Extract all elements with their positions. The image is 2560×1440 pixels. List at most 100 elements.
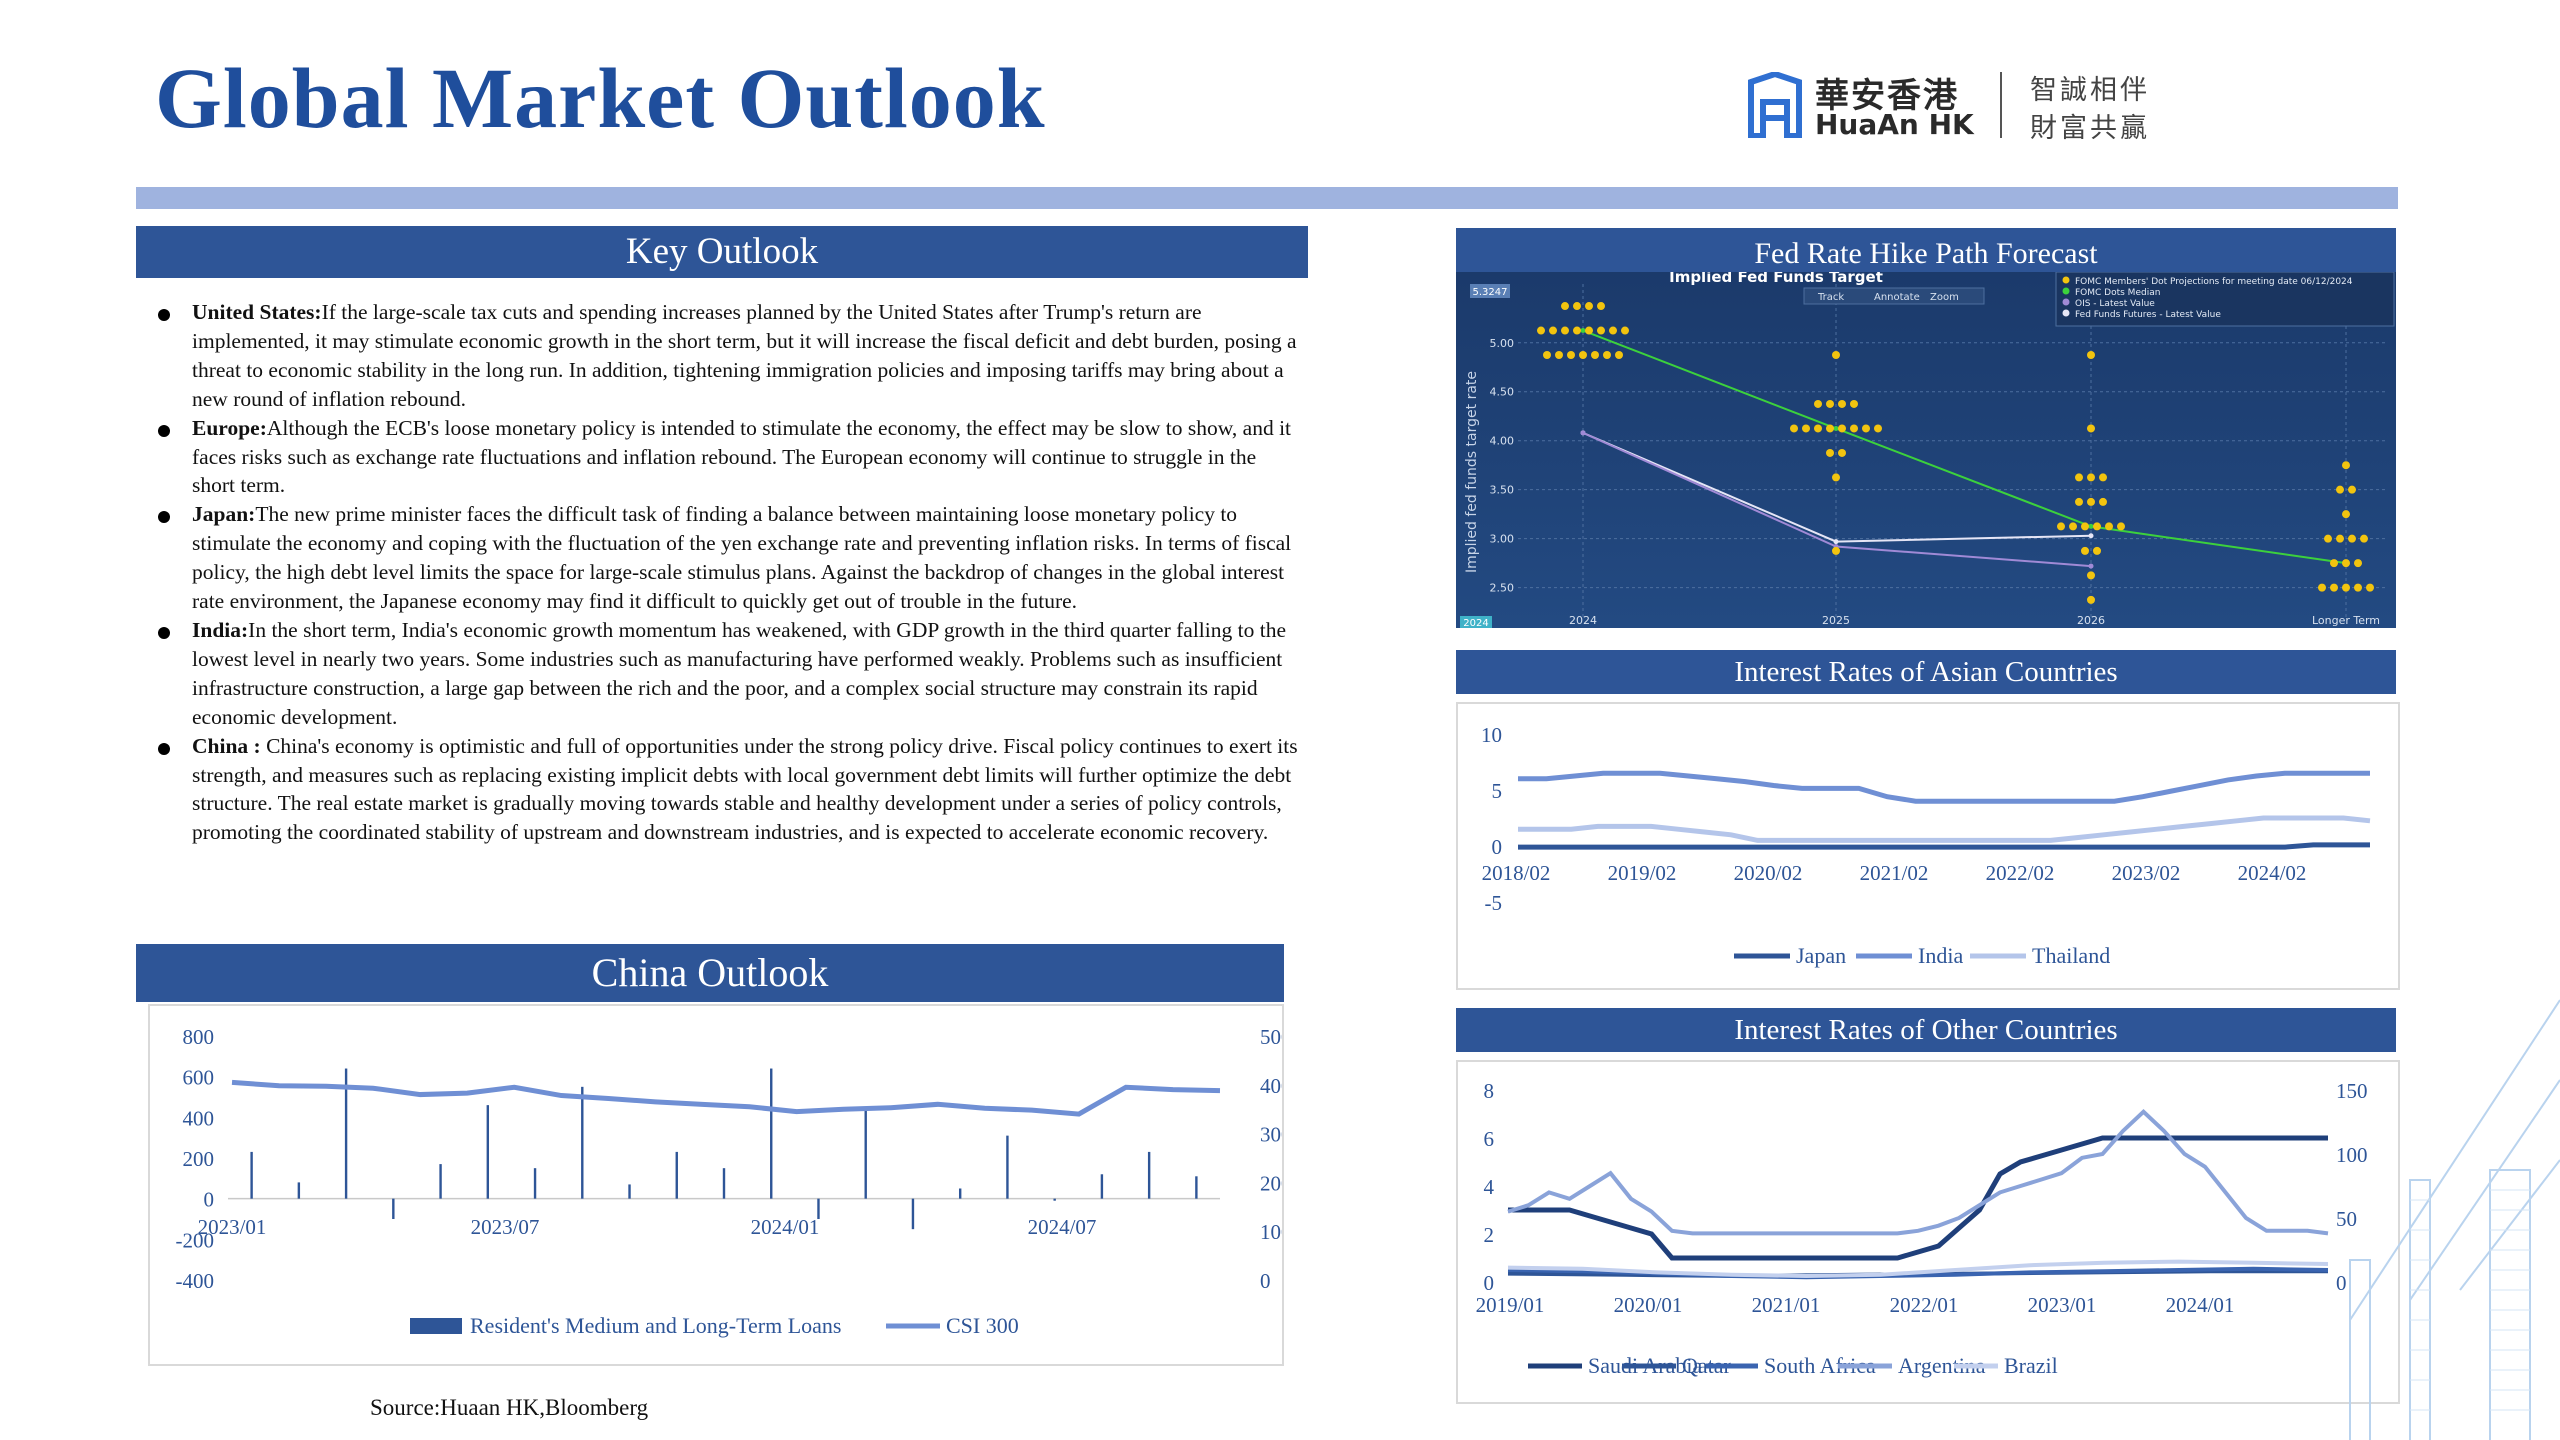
fed-y-tick-label: 3.00 xyxy=(1490,533,1515,546)
other-x-tick-label: 2023/01 xyxy=(2028,1293,2097,1317)
fed-member-dot xyxy=(2081,546,2089,555)
loan-bar xyxy=(817,1198,820,1219)
outlook-text: The new prime minister faces the difficu… xyxy=(192,502,1292,614)
fed-member-dot xyxy=(1832,546,1840,555)
asia-x-tick-label: 2018/02 xyxy=(1482,861,1551,885)
fed-corner-badge xyxy=(1470,284,1510,298)
fed-member-dot xyxy=(1814,424,1822,433)
outlook-item-us: United States:If the large-scale tax cut… xyxy=(150,298,1300,414)
other-y-left-tick-label: 0 xyxy=(1484,1271,1495,1295)
fed-x-tick-label: Longer Term xyxy=(2312,614,2380,627)
fed-member-dot xyxy=(2342,461,2350,470)
other-x-tick-label: 2019/01 xyxy=(1476,1293,1545,1317)
fed-member-dot xyxy=(1814,399,1822,408)
fed-x-tick-label: 2025 xyxy=(1822,614,1850,627)
x-tick-label: 2024/07 xyxy=(1028,1215,1097,1239)
asia-legend-label: Thailand xyxy=(2032,943,2110,968)
other-y-left-tick-label: 2 xyxy=(1484,1223,1495,1247)
fed-member-dot xyxy=(1585,326,1593,335)
fed-corner-year: 2024 xyxy=(1463,618,1488,628)
fed-member-dot xyxy=(2348,534,2356,543)
fed-member-dot xyxy=(2336,485,2344,494)
fed-member-dot xyxy=(1874,424,1882,433)
fed-member-dot xyxy=(1543,351,1551,360)
other-chart-panel: 8 6 4 2 0 150 100 50 0 2019/01 2020/01 2021/01 2022/… xyxy=(1456,1060,2400,1404)
y-left-tick-label: 800 xyxy=(183,1025,215,1049)
asia-series-line-japan xyxy=(1518,842,2370,850)
outlook-item-japan: Japan:The new prime minister faces the d… xyxy=(150,500,1300,616)
fed-member-dot xyxy=(2087,595,2095,604)
fed-member-dot xyxy=(1609,326,1617,335)
y-right-tick-label: 4000 xyxy=(1260,1074,1282,1098)
fed-member-dot xyxy=(1832,351,1840,360)
outlook-text: China's economy is optimistic and full o… xyxy=(192,733,1298,845)
page-title: Global Market Outlook xyxy=(155,50,1046,146)
loan-bar xyxy=(344,1068,348,1199)
legend-csi-label: CSI 300 xyxy=(946,1313,1019,1338)
y-left-tick-label: -200 xyxy=(176,1228,215,1252)
asia-y-tick-label: 5 xyxy=(1492,779,1503,803)
fed-series-point xyxy=(2088,533,2094,539)
loan-bar xyxy=(297,1182,301,1199)
fed-member-dot xyxy=(2342,559,2350,568)
fed-member-dot xyxy=(2087,473,2095,482)
asia-x-tick-label: 2023/02 xyxy=(2112,861,2181,885)
other-series-line xyxy=(1507,1259,2329,1279)
other-x-tick-label: 2022/01 xyxy=(1890,1293,1959,1317)
fed-member-dot xyxy=(2081,522,2089,531)
y-left-tick-label: 400 xyxy=(183,1106,215,1130)
loan-bar xyxy=(864,1109,867,1199)
fed-series-point xyxy=(2088,523,2094,529)
loan-bar xyxy=(675,1151,678,1199)
other-y-right-tick-label: 100 xyxy=(2336,1143,2368,1167)
fed-toolbar-track-button: Track xyxy=(1817,292,1844,303)
fed-series-point xyxy=(1833,539,1839,545)
other-y-left-tick-label: 8 xyxy=(1484,1079,1495,1103)
fed-member-dot xyxy=(2354,583,2362,592)
fed-member-dot xyxy=(1537,326,1545,335)
fed-member-dot xyxy=(2360,534,2368,543)
key-outlook-header: Key Outlook xyxy=(136,226,1308,278)
asia-x-tick-label: 2021/02 xyxy=(1860,861,1929,885)
other-series-line xyxy=(1508,1135,2328,1261)
fed-member-dot xyxy=(1579,351,1587,360)
fed-series-point xyxy=(1580,430,1586,436)
loan-bar xyxy=(439,1164,442,1199)
key-outlook-list: United States:If the large-scale tax cut… xyxy=(150,298,1300,847)
asia-chart-panel: 10 5 0 -5 2018/02 2019/02 2020/02 2021/02 2022/0… xyxy=(1456,702,2400,990)
outlook-text: If the large-scale tax cuts and spending… xyxy=(192,300,1297,411)
fed-member-dot xyxy=(1621,326,1629,335)
other-x-tick-label: 2024/01 xyxy=(2166,1293,2235,1317)
fed-member-dot xyxy=(2318,583,2326,592)
outlook-item-europe: Europe:Although the ECB's loose monetary… xyxy=(150,414,1300,501)
csi300-line xyxy=(231,1079,1221,1117)
fed-series-point xyxy=(2088,563,2094,569)
other-y-left-tick-label: 4 xyxy=(1484,1175,1495,1199)
fed-toolbar-annotate-button: Annotate xyxy=(1874,292,1920,303)
fed-member-dot xyxy=(1597,302,1605,311)
asia-x-tick-label: 2019/02 xyxy=(1608,861,1677,885)
fed-member-dot xyxy=(1573,326,1581,335)
fed-toolbar-zoom-button: Zoom xyxy=(1930,292,1959,303)
y-right-tick-label: 5000 xyxy=(1260,1025,1282,1049)
fed-member-dot xyxy=(2087,351,2095,360)
fed-member-dot xyxy=(1561,302,1569,311)
asia-x-tick-label: 2020/02 xyxy=(1734,861,1803,885)
asia-series-line-india xyxy=(1518,770,2370,804)
other-rates-header: Interest Rates of Other Countries xyxy=(1456,1008,2396,1052)
china-outlook-header: China Outlook xyxy=(136,944,1284,1002)
fed-legend-label: OIS - Latest Value xyxy=(2075,299,2155,309)
logo-chinese-name: 華安香港 xyxy=(1815,76,1959,116)
outlook-label: India: xyxy=(192,617,249,642)
outlook-item-china: China : China's economy is optimistic an… xyxy=(150,732,1300,848)
loan-bar xyxy=(392,1198,395,1219)
fed-legend-marker xyxy=(2062,309,2070,317)
fed-member-dot xyxy=(1585,302,1593,311)
bullet-icon xyxy=(158,626,170,639)
fed-member-dot xyxy=(2354,559,2362,568)
fed-toolbar xyxy=(1803,287,1985,305)
y-right-tick-label: 0 xyxy=(1260,1269,1271,1293)
fed-member-dot xyxy=(2324,534,2332,543)
